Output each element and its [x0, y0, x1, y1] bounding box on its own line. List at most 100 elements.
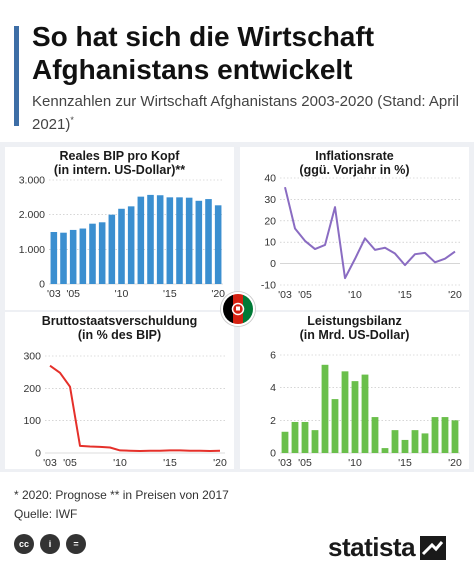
x-tick-label: '05: [66, 288, 80, 300]
gdp-chart: Reales BIP pro Kopf(in intern. US-Dollar…: [19, 149, 225, 300]
x-tick-label: '15: [163, 457, 177, 469]
x-tick-label: '05: [63, 457, 77, 469]
x-tick-label: '03: [43, 457, 57, 469]
bar: [118, 208, 125, 284]
license-icons: cc i =: [14, 534, 86, 554]
bar: [176, 197, 183, 284]
x-tick-label: '20: [448, 457, 462, 469]
chart-title-line: Bruttostaatsverschuldung: [42, 314, 198, 328]
bar: [108, 214, 116, 284]
x-tick-label: '20: [213, 457, 227, 469]
x-tick-label: '05: [298, 457, 312, 469]
subtitle-text: Kennzahlen zur Wirtschaft Afghanistans 2…: [32, 93, 459, 133]
page-title: So hat sich die Wirtschaft Afghanistans …: [32, 21, 375, 85]
bar: [451, 420, 459, 453]
by-icon[interactable]: i: [40, 534, 60, 554]
statista-logo[interactable]: statista: [328, 532, 447, 563]
bar: [137, 196, 145, 284]
x-tick-label: '03: [278, 289, 292, 301]
y-tick-label: 0: [39, 279, 45, 291]
x-tick-label: '15: [398, 289, 412, 301]
statista-logo-icon: [420, 535, 447, 560]
footnote: * 2020: Prognose ** in Preisen von 2017: [14, 488, 229, 502]
bar: [127, 206, 135, 284]
current-account-chart: Leistungsbilanz(in Mrd. US-Dollar) 0 2 4 6 '0…: [270, 314, 462, 469]
series-line: [49, 364, 221, 453]
chart-title-line: Inflationsrate: [315, 149, 394, 163]
bar: [381, 448, 389, 453]
x-tick-label: '10: [348, 457, 362, 469]
x-tick-label: '10: [348, 289, 362, 301]
y-tick-label: 0: [35, 448, 41, 460]
y-tick-label: 40: [264, 173, 276, 185]
bar: [185, 197, 193, 284]
x-tick-label: '15: [163, 288, 177, 300]
bar: [331, 399, 339, 453]
bar: [441, 417, 449, 453]
y-tick-label: 20: [264, 215, 276, 227]
bar: [98, 222, 106, 284]
bar: [60, 232, 67, 284]
bar: [195, 200, 203, 284]
bar: [401, 439, 409, 453]
y-tick-label: 4: [270, 382, 276, 394]
bar: [321, 364, 329, 453]
bar: [79, 228, 87, 284]
subtitle-footnote-mark: *: [70, 115, 74, 125]
bar: [89, 223, 96, 284]
chart-title-line: (ggü. Vorjahr in %): [299, 163, 409, 177]
x-tick-label: '20: [448, 289, 462, 301]
chart-panel-debt: Bruttostaatsverschuldung (in % des BIP) 0 1…: [5, 312, 234, 469]
nd-icon[interactable]: =: [66, 534, 86, 554]
bar: [214, 205, 222, 284]
y-tick-label: 10: [264, 237, 276, 249]
chart-panel-inflation: Inflationsrate (ggü. Vorjahr in %) -10 0 10 2…: [240, 147, 469, 310]
bar: [371, 417, 379, 453]
bar: [341, 371, 349, 453]
bar: [431, 417, 439, 453]
x-tick-label: '05: [298, 289, 312, 301]
x-tick-label: '10: [113, 457, 127, 469]
bar: [281, 431, 289, 453]
afghanistan-flag-icon: [221, 292, 255, 326]
x-tick-label: '20: [211, 288, 225, 300]
bar: [351, 381, 359, 453]
chart-title-line: (in Mrd. US-Dollar): [300, 328, 410, 342]
bar: [361, 374, 369, 453]
chart-panel-gdp: Reales BIP pro Kopf (in intern. US-Dollar…: [5, 147, 234, 310]
bar: [291, 421, 299, 453]
title-accent-bar: [14, 26, 19, 126]
x-tick-label: '15: [398, 457, 412, 469]
brand-name: statista: [328, 532, 416, 562]
y-tick-label: 30: [264, 194, 276, 206]
x-tick-label: '03: [47, 288, 61, 300]
bar: [166, 197, 174, 284]
bar: [301, 421, 309, 453]
x-tick-label: '10: [115, 288, 129, 300]
y-tick-label: 1.000: [19, 244, 45, 256]
bar: [147, 194, 154, 284]
bar: [50, 232, 58, 284]
chart-panel-current-account: Leistungsbilanz (in Mrd. US-Dollar) 0 2 4 6 '0…: [240, 312, 469, 469]
cc-icon[interactable]: cc: [14, 534, 34, 554]
x-tick-label: '03: [278, 457, 292, 469]
bar: [205, 199, 212, 284]
chart-title-line: (in % des BIP): [78, 328, 161, 342]
chart-title-line: Leistungsbilanz: [307, 314, 401, 328]
page-subtitle: Kennzahlen zur Wirtschaft Afghanistans 2…: [32, 92, 462, 134]
inflation-chart: Inflationsrate(ggü. Vorjahr in %) -10 0 10 2…: [261, 149, 462, 301]
bar: [421, 433, 429, 453]
y-tick-label: 2.000: [19, 209, 45, 221]
bar: [391, 430, 399, 453]
y-tick-label: 100: [23, 415, 41, 427]
chart-title-line: Reales BIP pro Kopf: [60, 149, 181, 163]
y-tick-label: 300: [23, 351, 41, 363]
bar: [156, 195, 164, 284]
bar: [411, 430, 419, 453]
debt-chart: Bruttostaatsverschuldung(in % des BIP) 0 1…: [23, 314, 227, 469]
y-tick-label: -10: [261, 280, 276, 292]
y-tick-label: 6: [270, 350, 276, 362]
source-line: Quelle: IWF: [14, 507, 78, 521]
series-line: [284, 186, 456, 280]
y-tick-label: 200: [23, 383, 41, 395]
